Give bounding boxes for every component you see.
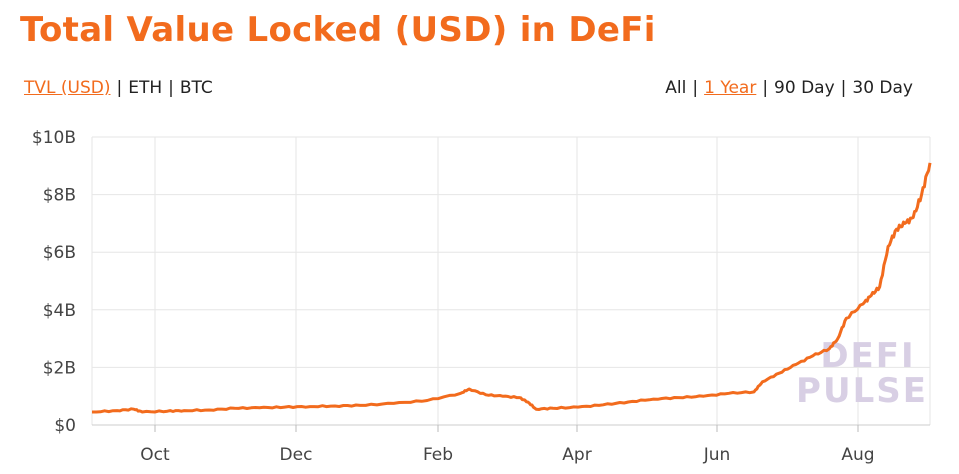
- range-option-all[interactable]: All: [665, 78, 687, 98]
- tvl-series-line: [92, 162, 932, 414]
- x-tick-label: Aug: [841, 445, 874, 465]
- y-tick-label: $10B: [32, 128, 76, 148]
- watermark-line-2: PULSE: [796, 371, 928, 411]
- separator: |: [692, 78, 699, 98]
- separator: |: [168, 78, 174, 98]
- page-title: Total Value Locked (USD) in DeFi: [20, 10, 656, 50]
- y-tick-label: $8B: [43, 186, 76, 206]
- unit-option-tvl-usd[interactable]: TVL (USD): [24, 78, 111, 98]
- y-tick-label: $2B: [43, 358, 76, 378]
- x-tick-label: Feb: [423, 445, 453, 465]
- separator: |: [116, 78, 123, 98]
- range-option-1-year[interactable]: 1 Year: [704, 78, 757, 98]
- unit-option-eth[interactable]: ETH: [128, 78, 163, 98]
- x-tick-label: Oct: [140, 445, 170, 465]
- separator: |: [762, 78, 769, 98]
- range-option-30-day[interactable]: 30 Day: [852, 78, 913, 98]
- unit-option-btc[interactable]: BTC: [179, 78, 213, 98]
- x-tick-label: Jun: [703, 445, 731, 465]
- y-axis: $0 $2B $4B $6B $8B $10B: [32, 128, 76, 436]
- y-tick-label: $6B: [43, 243, 76, 263]
- y-tick-label: $0: [54, 416, 76, 436]
- x-tick-label: Dec: [280, 445, 313, 465]
- x-axis: Oct Dec Feb Apr Jun Aug: [140, 425, 875, 465]
- separator: |: [840, 78, 847, 98]
- y-tick-label: $4B: [43, 301, 76, 321]
- range-selector: All | 1 Year | 90 Day | 30 Day: [665, 78, 913, 98]
- unit-selector: TVL (USD) | ETH | BTC: [24, 78, 213, 98]
- range-option-90-day[interactable]: 90 Day: [774, 78, 835, 98]
- x-tick-label: Apr: [562, 445, 591, 465]
